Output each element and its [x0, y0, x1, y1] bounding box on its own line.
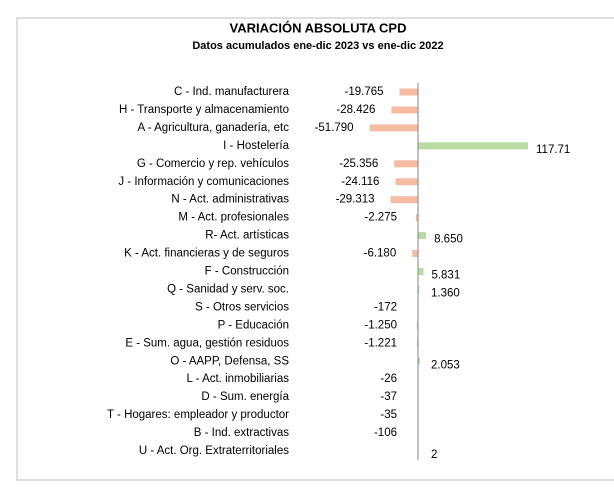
value-label: -1.221: [364, 337, 397, 349]
category-label: P - Educación: [218, 319, 289, 331]
bar: [390, 196, 418, 204]
category-label: S - Otros servicios: [195, 301, 289, 313]
value-label: -51.790: [315, 122, 354, 134]
category-label: T - Hogares: empleador y productor: [107, 409, 289, 421]
bar: [399, 88, 418, 96]
bar: [418, 357, 420, 365]
bar: [395, 178, 418, 186]
value-label: -37: [380, 391, 397, 403]
category-label: O - AAPP, Defensa, SS: [170, 355, 289, 367]
category-label: N - Act. administrativas: [171, 194, 289, 206]
value-label: -25.356: [339, 158, 378, 170]
value-label: -19.765: [345, 86, 384, 98]
value-label: -29.313: [336, 194, 375, 206]
bar: [369, 124, 418, 132]
value-label: -1.250: [364, 319, 397, 331]
category-label: H - Transporte y almacenamiento: [119, 104, 289, 116]
value-label: 5.831: [431, 270, 460, 282]
value-label: -2.275: [364, 212, 397, 224]
value-label: -6.180: [364, 248, 397, 260]
category-label: B - Ind. extractivas: [194, 427, 289, 439]
category-label: M - Act. profesionales: [178, 212, 289, 224]
bar: [416, 339, 418, 347]
category-label: G - Comercio y rep. vehículos: [137, 158, 289, 170]
category-label: F - Construcción: [205, 266, 289, 278]
bar: [391, 106, 418, 114]
bar: [418, 232, 427, 240]
category-label: A - Agricultura, ganadería, etc: [137, 122, 289, 134]
value-label: -24.116: [341, 176, 379, 188]
bar: [418, 268, 424, 275]
bar: [415, 214, 418, 222]
value-label: 2.053: [431, 359, 460, 371]
bar: [416, 321, 418, 329]
bar: [394, 160, 418, 168]
value-label: -35: [380, 409, 397, 421]
value-label: -106: [374, 427, 397, 439]
chart-border: [16, 17, 614, 481]
value-label: -28.426: [336, 104, 375, 116]
category-label: Q - Sanidad y serv. soc.: [167, 283, 289, 295]
value-label: 117.71: [536, 144, 570, 156]
bar: [418, 142, 528, 150]
value-label: 8.650: [434, 234, 463, 246]
value-label: -26: [380, 373, 397, 385]
value-label: -172: [374, 301, 397, 313]
bar: [418, 285, 420, 293]
value-label: 1.360: [431, 287, 460, 299]
category-label: R- Act. artísticas: [205, 230, 289, 242]
value-label: 2: [431, 449, 437, 461]
category-label: D - Sum. energía: [201, 391, 289, 403]
category-label: E - Sum. agua, gestión residuos: [125, 337, 289, 349]
category-label: I - Hostelería: [223, 140, 289, 152]
category-label: K - Act. financieras y de seguros: [124, 248, 289, 260]
category-label: L - Act. inmobiliarias: [187, 373, 290, 385]
bar: [412, 250, 418, 258]
chart-title: VARIACIÓN ABSOLUTA CPD: [230, 20, 407, 35]
category-label: U - Act. Org. Extraterritoriales: [139, 445, 289, 457]
category-label: C - Ind. manufacturera: [174, 86, 290, 98]
category-label: J - Información y comunicaciones: [118, 176, 289, 188]
chart-subtitle: Datos acumulados ene-dic 2023 vs ene-dic…: [192, 40, 443, 52]
